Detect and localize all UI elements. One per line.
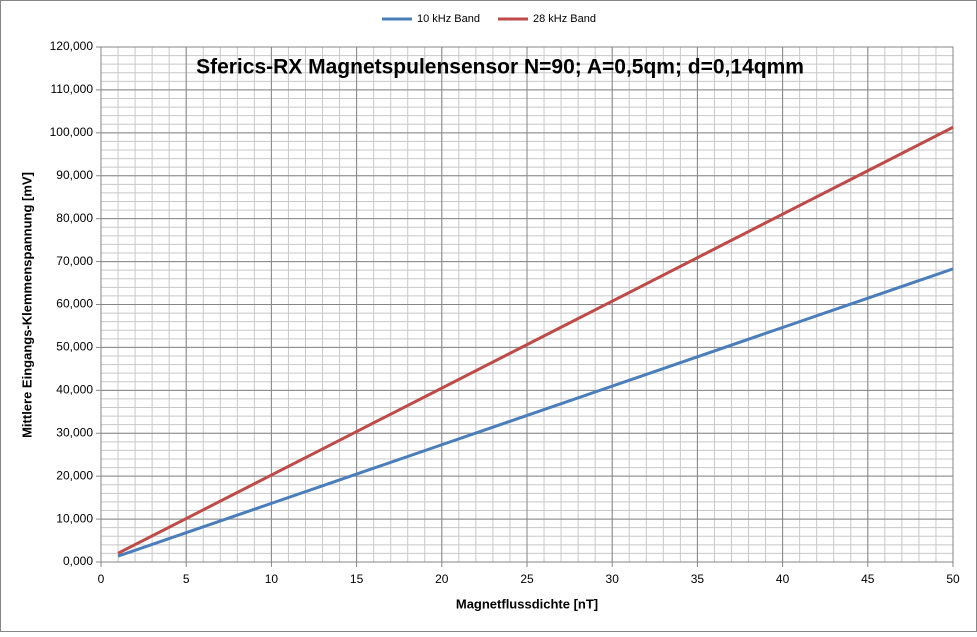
x-tick-label: 40	[776, 572, 790, 586]
x-axis-title: Magnetflussdichte [nT]	[456, 596, 598, 611]
series-line	[117, 125, 954, 555]
x-tick-label: 30	[606, 572, 620, 586]
x-tick-label: 15	[350, 572, 364, 586]
y-axis-title: Mittlere Eingangs-Klemmenspannung [mV]	[19, 172, 34, 438]
x-tick-label: 35	[691, 572, 705, 586]
y-tick-label: 20,000	[56, 468, 93, 482]
x-tick-label: 45	[861, 572, 875, 586]
x-tick-label: 5	[183, 572, 190, 586]
y-tick-label: 10,000	[56, 511, 93, 525]
x-tick-label: 20	[435, 572, 449, 586]
x-tick-label: 50	[946, 572, 960, 586]
plot-border	[100, 46, 954, 563]
chart-title: Sferics-RX Magnetspulensensor N=90; A=0,…	[196, 56, 804, 79]
grid	[100, 46, 954, 563]
y-tick-label: 60,000	[56, 297, 93, 311]
y-tick-label: 110,000	[51, 82, 94, 96]
y-tick-label: 80,000	[56, 211, 93, 225]
y-tick-label: 50,000	[56, 340, 93, 354]
x-tick-label: 10	[265, 572, 279, 586]
y-tick-label: 100,000	[50, 125, 94, 139]
y-tick-label: 90,000	[56, 168, 93, 182]
y-tick-label: 0,000	[63, 554, 93, 568]
x-tick-label: 0	[98, 572, 105, 586]
legend-label: 10 kHz Band	[417, 13, 480, 25]
y-tick-label: 120,000	[50, 39, 94, 53]
legend-label: 28 kHz Band	[533, 13, 596, 25]
x-tick-label: 25	[520, 572, 534, 586]
y-tick-label: 40,000	[56, 383, 93, 397]
y-tick-label: 30,000	[56, 425, 93, 439]
series-line	[117, 267, 954, 558]
y-tick-label: 70,000	[56, 254, 93, 268]
